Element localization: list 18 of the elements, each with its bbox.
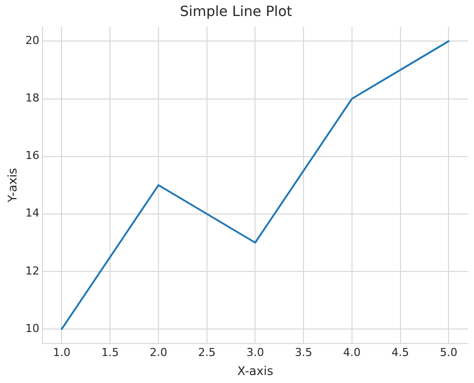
chart-title: Simple Line Plot — [180, 4, 293, 20]
y-tick-label: 12 — [25, 264, 40, 278]
x-tick-label: 4.0 — [343, 346, 361, 359]
x-tick-label: 2.0 — [150, 346, 168, 359]
x-tick-label: 2.5 — [198, 346, 216, 359]
y-tick-label: 10 — [25, 322, 40, 335]
x-tick-label: 4.5 — [392, 346, 410, 359]
x-axis-title: X-axis — [237, 364, 274, 378]
y-tick-label: 16 — [25, 149, 40, 162]
x-tick-label: 3.5 — [294, 346, 312, 359]
y-tick-label: 20 — [25, 34, 40, 48]
y-tick-label: 14 — [25, 206, 40, 220]
x-tick-label: 5.0 — [440, 346, 458, 359]
y-tick-label: 18 — [25, 92, 40, 105]
y-axis-title: Y-axis — [5, 168, 20, 204]
x-tick-label: 3.0 — [246, 346, 264, 359]
x-tick-label: 1.5 — [101, 346, 119, 359]
x-tick-label: 1.0 — [52, 346, 70, 359]
